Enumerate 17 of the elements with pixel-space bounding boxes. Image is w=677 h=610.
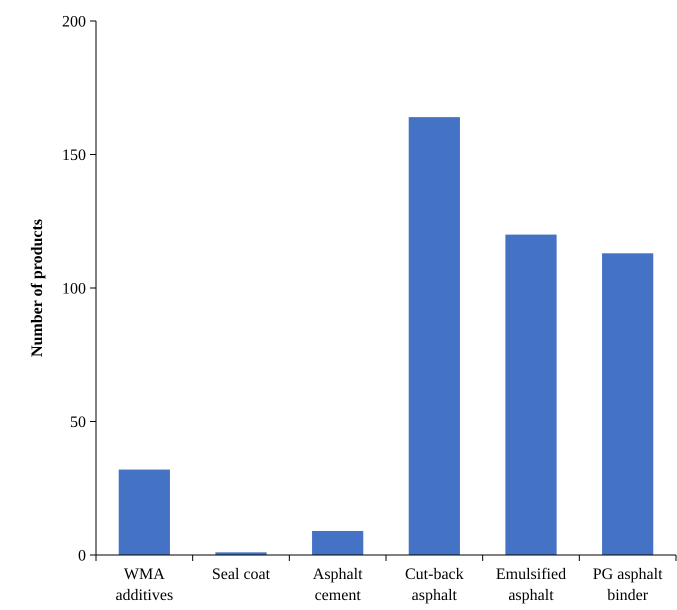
x-tick-label: WMA additives (115, 566, 174, 604)
bar (408, 117, 460, 555)
y-axis-title: Number of products (29, 218, 46, 358)
y-tick-label: 150 (62, 147, 86, 164)
x-tick-label: Asphalt cement (312, 566, 364, 604)
bar (505, 234, 557, 555)
bar (602, 253, 654, 555)
y-tick-label: 100 (62, 280, 86, 298)
y-tick-label: 200 (62, 14, 86, 31)
x-tick-label: PG asphalt binder (592, 566, 664, 604)
y-tick-label: 50 (70, 414, 86, 432)
bar (312, 530, 364, 555)
x-tick-label: Cut-back asphalt (405, 566, 464, 604)
x-tick-label: Emulsified asphalt (496, 566, 566, 604)
x-tick-label: Seal coat (212, 566, 271, 583)
y-tick-label: 0 (78, 548, 86, 565)
bar (118, 470, 170, 555)
